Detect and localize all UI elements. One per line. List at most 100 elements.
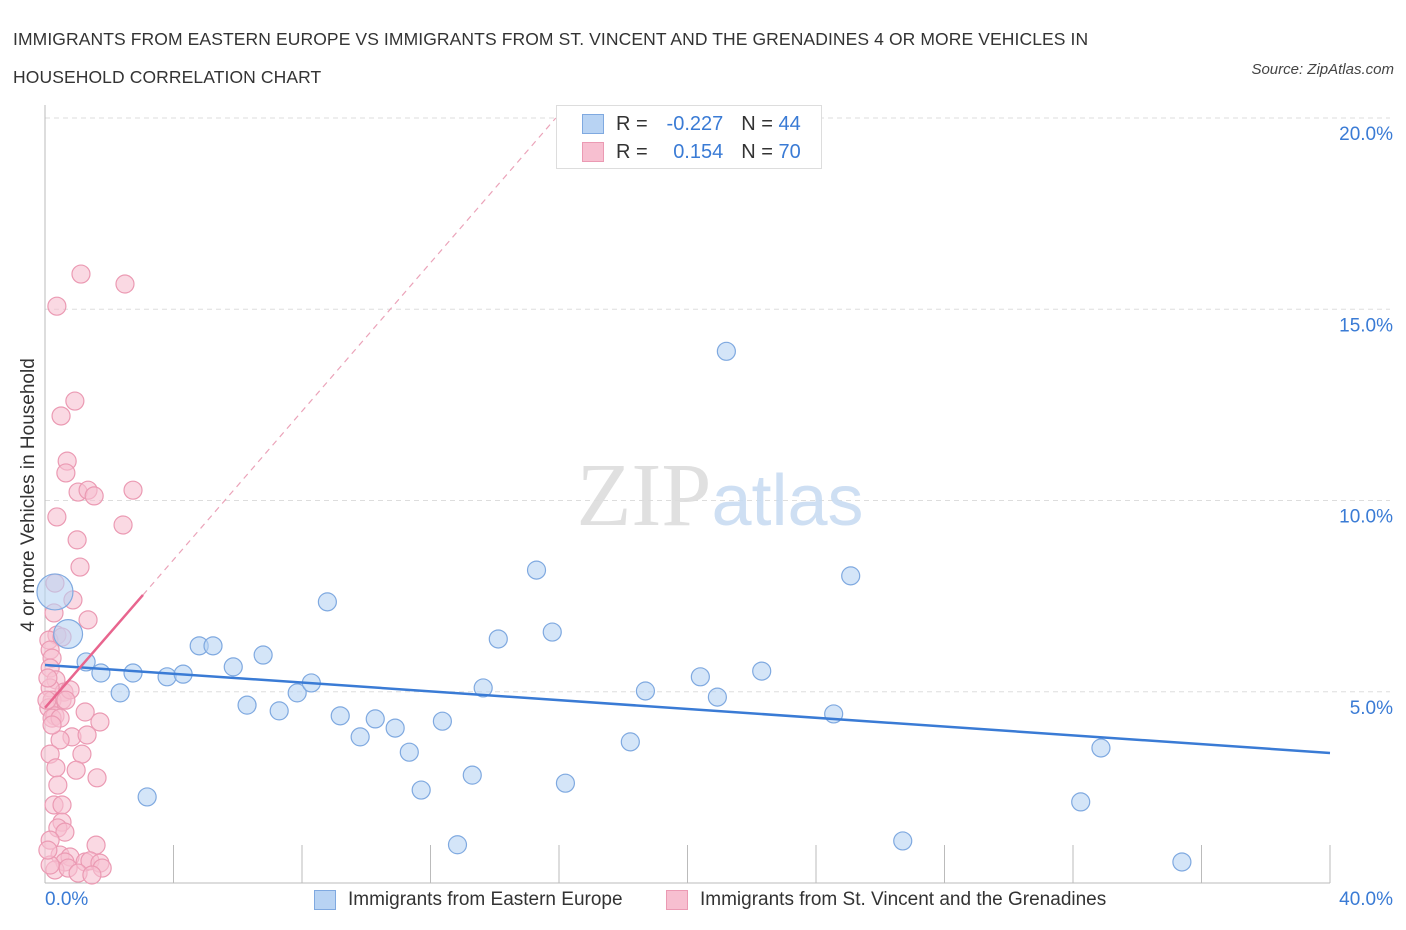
point-st-vincent	[47, 507, 67, 527]
y-tick-label: 15.0%	[1339, 315, 1393, 336]
point-st-vincent	[71, 264, 91, 284]
point-st-vincent	[65, 391, 85, 411]
point-st-vincent	[90, 712, 110, 732]
y-tick-labels: 5.0% 10.0% 15.0% 20.0%	[1339, 124, 1393, 719]
point-st-vincent	[78, 610, 98, 630]
point-st-vincent	[52, 795, 72, 815]
legend-item-eastern-europe[interactable]: Immigrants from Eastern Europe	[314, 889, 623, 911]
point-st-vincent	[48, 775, 68, 795]
point-eastern-europe	[555, 773, 576, 793]
legend-row-eastern-europe: R = -0.227 N = 44	[582, 111, 801, 137]
point-eastern-europe	[287, 683, 307, 703]
n-value: 70	[778, 140, 801, 163]
point-st-vincent	[82, 865, 102, 885]
r-label: R =	[616, 112, 648, 135]
legend-item-st-vincent[interactable]: Immigrants from St. Vincent and the Gren…	[666, 889, 1106, 911]
point-eastern-europe	[36, 573, 74, 611]
pink-swatch	[666, 890, 688, 910]
point-eastern-europe	[447, 835, 468, 855]
watermark: ZIPatlas	[576, 446, 863, 545]
point-st-vincent	[37, 690, 57, 710]
y-tick-label: 10.0%	[1339, 507, 1393, 528]
point-eastern-europe	[317, 592, 337, 612]
point-eastern-europe	[716, 341, 736, 361]
point-eastern-europe	[1091, 738, 1111, 758]
blue-swatch	[582, 114, 604, 134]
point-eastern-europe	[269, 701, 289, 721]
source-label: Source: ZipAtlas.com	[1251, 61, 1394, 78]
point-eastern-europe	[620, 732, 640, 752]
trend-line-st-vincent	[44, 594, 144, 709]
point-st-vincent	[56, 690, 76, 710]
point-st-vincent	[46, 758, 66, 778]
point-eastern-europe	[1172, 852, 1192, 872]
y-tick-label: 20.0%	[1339, 124, 1393, 145]
point-st-vincent	[72, 744, 92, 764]
point-eastern-europe	[253, 645, 273, 665]
y-tick-label: 5.0%	[1350, 698, 1393, 719]
legend-row-st-vincent: R = 0.154 N = 70	[582, 139, 801, 165]
point-eastern-europe	[203, 636, 223, 656]
watermark-atlas: atlas	[711, 461, 863, 541]
point-st-vincent	[113, 515, 133, 535]
n-label: N =	[741, 112, 773, 135]
point-eastern-europe	[365, 709, 385, 729]
point-st-vincent	[67, 530, 87, 550]
point-eastern-europe	[432, 711, 452, 731]
point-eastern-europe	[330, 706, 350, 726]
data-marks	[36, 117, 1331, 885]
point-eastern-europe	[91, 663, 111, 683]
point-eastern-europe	[635, 681, 656, 701]
point-eastern-europe	[462, 765, 482, 785]
axes	[44, 105, 1331, 884]
point-st-vincent	[51, 406, 71, 426]
point-st-vincent	[42, 715, 62, 735]
r-value: 0.154	[673, 140, 724, 163]
pink-swatch	[582, 142, 604, 162]
point-st-vincent	[84, 486, 104, 506]
point-st-vincent	[38, 840, 58, 860]
point-eastern-europe	[385, 718, 405, 738]
blue-swatch	[314, 890, 336, 910]
x-tick-label-min: 0.0%	[45, 889, 89, 910]
point-st-vincent	[50, 730, 70, 750]
point-eastern-europe	[399, 742, 419, 762]
n-value: 44	[778, 112, 801, 135]
point-eastern-europe	[350, 727, 370, 747]
trend-extension-st-vincent	[142, 117, 557, 596]
point-st-vincent	[77, 725, 97, 745]
point-st-vincent	[75, 702, 95, 722]
trend-line-eastern-europe	[44, 663, 1331, 755]
legend-label: Immigrants from St. Vincent and the Gren…	[700, 889, 1107, 910]
point-st-vincent	[115, 274, 135, 294]
x-tick-label-max: 40.0%	[1339, 889, 1393, 910]
point-eastern-europe	[411, 780, 431, 800]
point-eastern-europe	[123, 663, 143, 683]
point-eastern-europe	[53, 618, 84, 649]
point-eastern-europe	[841, 566, 861, 586]
point-st-vincent	[56, 463, 76, 483]
r-value: -0.227	[666, 112, 724, 135]
watermark-zip: ZIP	[576, 446, 711, 545]
point-eastern-europe	[473, 678, 493, 698]
y-axis-label: 4 or more Vehicles in Household	[18, 358, 39, 632]
legend-label: Immigrants from Eastern Europe	[348, 889, 623, 910]
point-eastern-europe	[223, 657, 243, 677]
point-eastern-europe	[893, 831, 913, 851]
point-eastern-europe	[1071, 792, 1091, 812]
gridlines	[45, 117, 1390, 693]
point-eastern-europe	[488, 629, 508, 649]
point-eastern-europe	[707, 687, 727, 707]
point-st-vincent	[55, 822, 75, 842]
chart-title: IMMIGRANTS FROM EASTERN EUROPE VS IMMIGR…	[13, 29, 1089, 87]
point-eastern-europe	[542, 622, 562, 642]
point-st-vincent	[47, 296, 67, 316]
point-st-vincent	[87, 768, 107, 788]
point-st-vincent	[66, 760, 86, 780]
point-eastern-europe	[526, 560, 547, 580]
point-eastern-europe	[690, 667, 710, 687]
n-label: N =	[741, 140, 773, 163]
point-eastern-europe	[110, 683, 130, 703]
point-eastern-europe	[752, 661, 772, 681]
